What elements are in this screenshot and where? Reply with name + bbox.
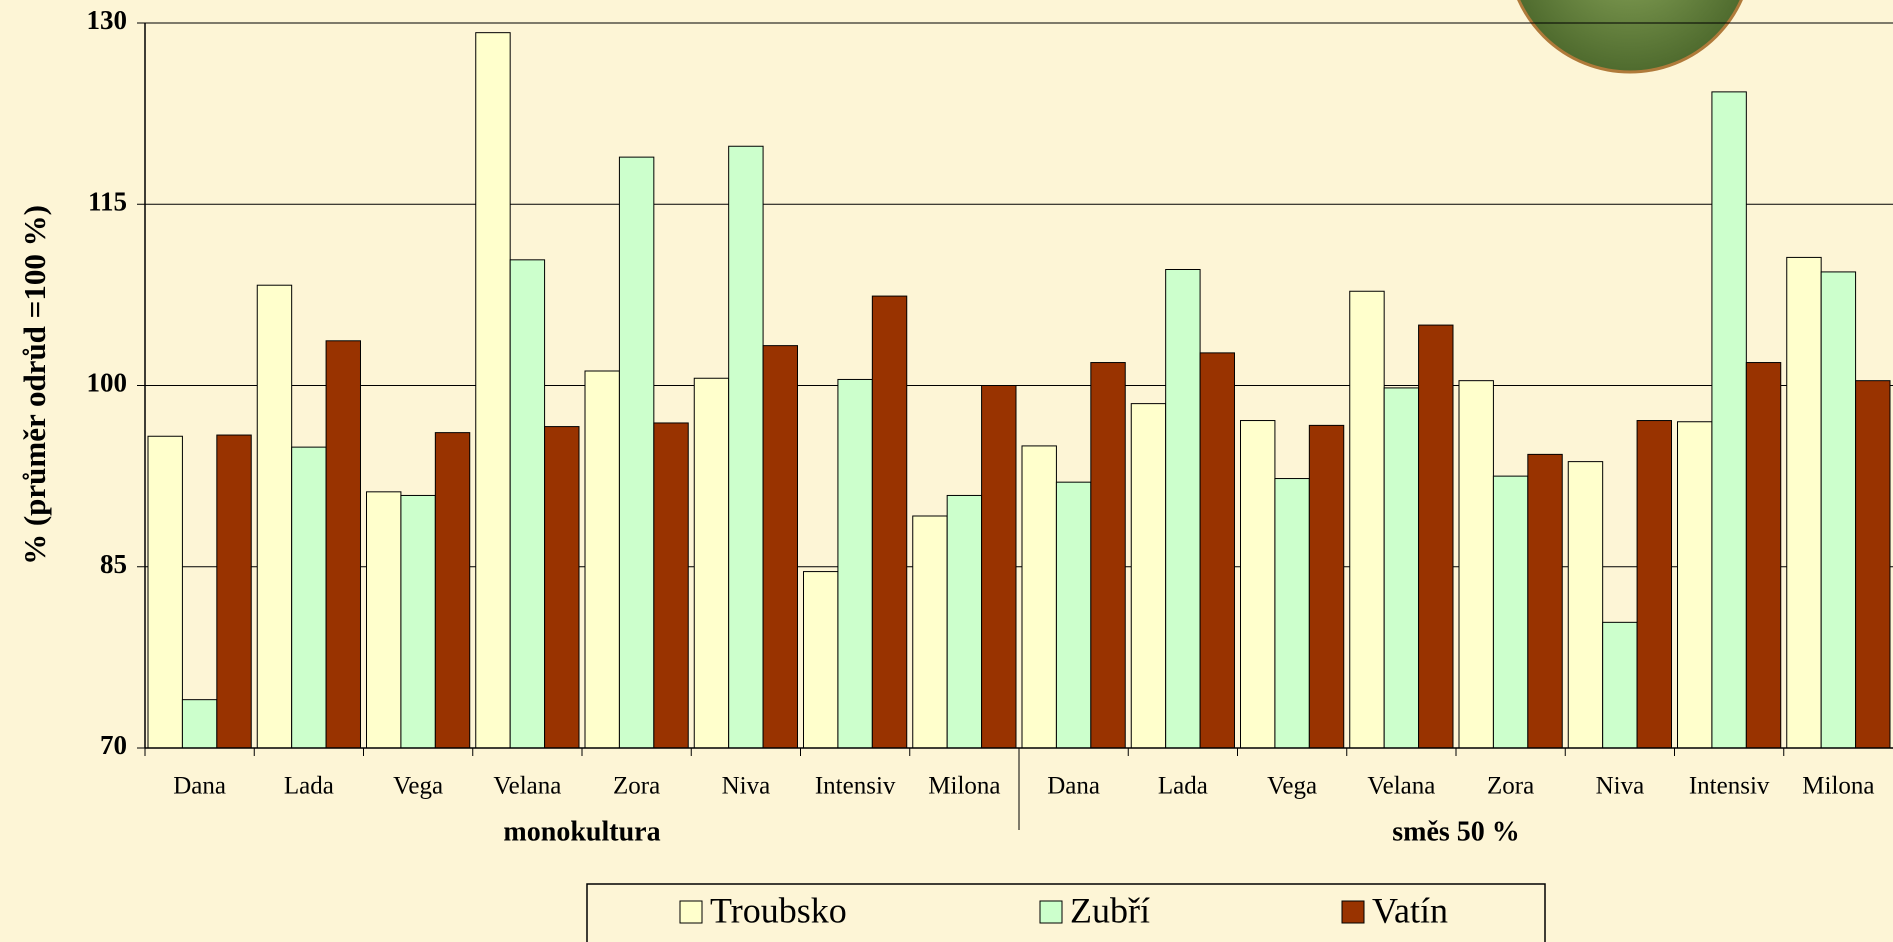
bar xyxy=(325,340,361,749)
bar xyxy=(1383,387,1420,749)
x-tick-label: Zora xyxy=(613,773,660,800)
bar xyxy=(1165,269,1201,749)
y-tick-label: 115 xyxy=(88,186,127,216)
bar xyxy=(1130,403,1167,749)
y-tick-label: 85 xyxy=(100,549,127,579)
x-tick-label: Intensiv xyxy=(815,773,896,800)
legend-label: Zubří xyxy=(1070,890,1150,930)
bar xyxy=(653,422,689,749)
bar xyxy=(981,385,1017,749)
y-axis-label: % (průměr odrůd =100 %) xyxy=(17,205,52,565)
bar xyxy=(181,699,218,749)
bar xyxy=(1492,475,1529,749)
y-tick-label: 130 xyxy=(87,5,128,35)
bar xyxy=(803,571,839,749)
bar xyxy=(1567,461,1604,749)
x-tick-label: Milona xyxy=(1802,773,1874,800)
bar xyxy=(912,515,948,749)
photo xyxy=(1517,0,1743,74)
bar xyxy=(1418,324,1454,749)
bar xyxy=(871,295,908,749)
x-tick-label: Vega xyxy=(393,773,443,800)
bar xyxy=(1636,420,1672,749)
bar xyxy=(1527,453,1563,749)
group-label: směs 50 % xyxy=(1392,816,1520,847)
bar xyxy=(946,494,983,749)
bar xyxy=(256,284,293,749)
x-tick-label: Lada xyxy=(284,773,334,800)
legend-swatch xyxy=(1039,900,1063,924)
bar xyxy=(544,426,580,749)
bar xyxy=(434,432,471,749)
bar xyxy=(1458,380,1494,749)
bar xyxy=(1711,91,1747,749)
bar xyxy=(1677,421,1713,749)
bar xyxy=(1021,445,1057,749)
x-tick-label: Niva xyxy=(722,773,771,800)
x-tick-label: Velana xyxy=(493,773,561,800)
bar xyxy=(618,156,655,749)
legend-swatch xyxy=(1341,900,1365,924)
bar xyxy=(291,446,327,749)
x-tick-label: Vega xyxy=(1267,773,1317,800)
bar xyxy=(475,32,511,749)
bar xyxy=(1349,290,1385,749)
legend-swatch xyxy=(679,900,703,924)
bar xyxy=(509,259,546,749)
bar xyxy=(1308,424,1345,749)
x-tick-label: Velana xyxy=(1367,773,1435,800)
group-label: monokultura xyxy=(503,816,660,847)
legend-label: Vatín xyxy=(1372,890,1448,930)
bar xyxy=(762,345,798,749)
bar xyxy=(366,491,402,749)
y-tick-label: 100 xyxy=(87,368,128,398)
bar xyxy=(1274,478,1310,749)
y-tick-label: 70 xyxy=(100,730,127,760)
bar xyxy=(216,434,252,749)
bar xyxy=(728,145,764,749)
bar xyxy=(1240,420,1276,749)
bar xyxy=(1855,380,1891,749)
x-tick-label: Intensiv xyxy=(1689,773,1770,800)
bar xyxy=(693,377,730,749)
bar xyxy=(1055,481,1092,749)
x-tick-label: Dana xyxy=(1047,773,1100,800)
legend-box xyxy=(586,883,1546,942)
bar xyxy=(147,435,183,749)
bar xyxy=(1820,271,1857,749)
bar xyxy=(1090,362,1126,749)
bar xyxy=(400,494,436,749)
x-tick-label: Milona xyxy=(928,773,1000,800)
bar xyxy=(837,378,873,749)
bar xyxy=(1199,352,1235,749)
x-tick-label: Zora xyxy=(1487,773,1534,800)
bar xyxy=(1602,621,1638,749)
bar xyxy=(584,370,620,749)
x-tick-label: Lada xyxy=(1158,773,1208,800)
x-tick-label: Dana xyxy=(173,773,226,800)
bar xyxy=(1786,256,1822,749)
x-tick-label: Niva xyxy=(1596,773,1645,800)
legend-label: Troubsko xyxy=(710,890,847,930)
bar xyxy=(1745,362,1782,749)
